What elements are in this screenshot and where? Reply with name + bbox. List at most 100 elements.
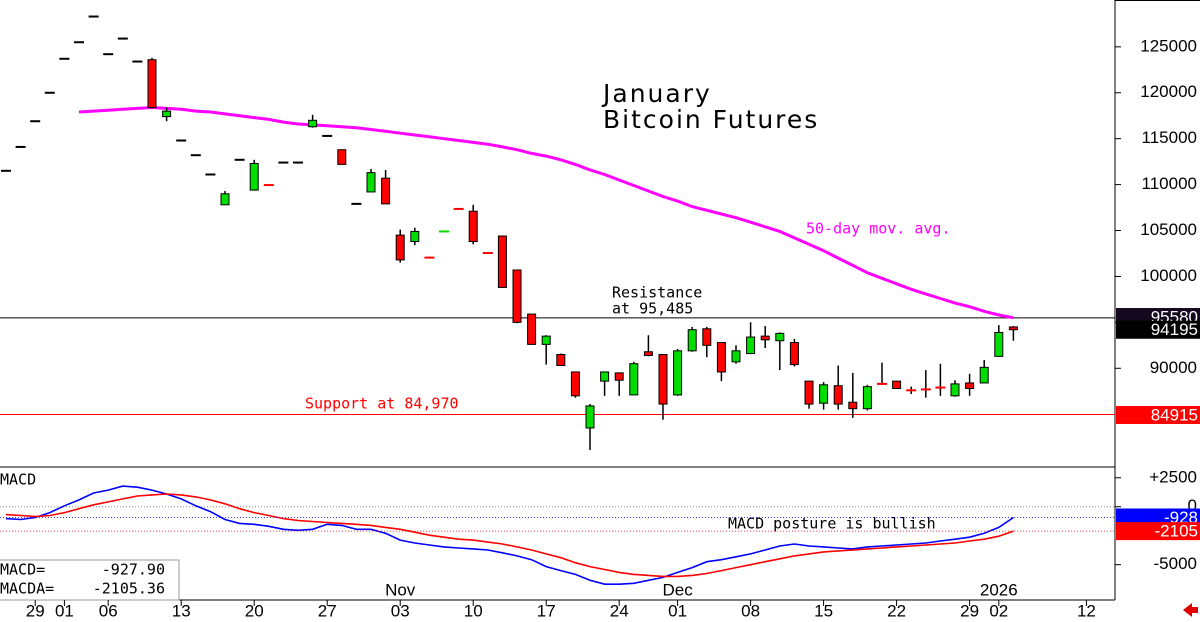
candle-body [760, 335, 770, 341]
readout-label: MACDA= [0, 580, 54, 598]
candle-body [789, 342, 799, 366]
candle-body [702, 328, 712, 346]
x-tick-label: 20 [245, 601, 264, 620]
price-tag-label: 84915 [1151, 405, 1198, 424]
y2-tick-label: 0 [1188, 496, 1197, 515]
candle-body [263, 184, 274, 187]
candle-body [278, 161, 289, 164]
y-tick-label: 115000 [1142, 128, 1197, 147]
candle-body [687, 329, 697, 352]
macd-line [5, 485, 1014, 585]
chart-title: Bitcoin Futures [603, 105, 819, 134]
candle-body [965, 382, 975, 389]
y-tick-label: 120000 [1140, 82, 1197, 101]
candle-body [176, 139, 187, 142]
x-tick-label: 15 [814, 601, 833, 620]
x-tick-label: 27 [318, 601, 337, 620]
candle-body [1008, 326, 1018, 331]
candle-body [556, 353, 566, 367]
x-tick-label: 24 [610, 601, 629, 620]
candle-body [190, 154, 201, 157]
x-tick-label: 03 [391, 601, 410, 620]
candle-body [673, 350, 683, 396]
readout-value: -2105.36 [93, 580, 165, 598]
candle-body [862, 386, 872, 410]
candle-body [614, 372, 624, 381]
candle-body [775, 332, 785, 342]
price-tag [1116, 405, 1200, 424]
candle-body [482, 252, 493, 255]
candle-body [468, 210, 478, 243]
candle-body [439, 230, 449, 233]
candle-body [497, 235, 507, 288]
y-tick-label: 90000 [1150, 358, 1197, 377]
candle-body [74, 41, 84, 44]
candle-body [59, 57, 70, 60]
x-tick-label: 10 [464, 601, 483, 620]
candle-body [205, 173, 216, 176]
candle-body [979, 366, 989, 384]
candle-body [162, 110, 172, 118]
candle-body [643, 351, 653, 356]
x-tick-label: 01 [55, 601, 74, 620]
price-tag [1116, 320, 1200, 339]
candle-body [117, 37, 128, 40]
annotation: Resistance [612, 284, 702, 302]
candle-body [234, 158, 245, 161]
candle-body [658, 353, 668, 405]
candle-body [351, 202, 362, 205]
macd-line [5, 493, 1014, 578]
candle-body [30, 120, 41, 123]
macd-tag [1116, 508, 1200, 527]
candle-body [44, 91, 55, 94]
candle-body [249, 162, 259, 191]
y2-tick-label: -5000 [1154, 554, 1197, 573]
x-tick-label: 02 [989, 601, 1008, 620]
month-label: Nov [385, 580, 416, 599]
annotation: Support at 84,970 [305, 395, 459, 413]
readout-box [0, 559, 180, 601]
candle-body [804, 380, 814, 405]
candle-body [629, 363, 639, 396]
y2-tick-label: +2500 [1149, 467, 1197, 486]
x-tick-label: 29 [960, 601, 979, 620]
chart-title: January [601, 79, 712, 108]
y-tick-label: 125000 [1140, 36, 1197, 55]
macd-tag [1116, 522, 1200, 541]
candle-body [453, 207, 464, 210]
moving-average [78, 105, 1014, 320]
readout-label: MACD= [0, 561, 45, 579]
month-label: 2026 [980, 580, 1018, 599]
candle-body [585, 405, 595, 429]
candle-body [308, 119, 318, 128]
candle-body [410, 230, 420, 243]
candle-body [833, 385, 843, 405]
candle-body [994, 331, 1004, 357]
annotation: MACD posture is bullish [728, 515, 936, 533]
candle-body [877, 382, 887, 385]
month-label: Dec [662, 580, 693, 599]
candle-body [322, 134, 333, 137]
candle-body [424, 256, 435, 259]
candle-body [337, 149, 347, 165]
candle-body [906, 389, 917, 392]
panel-title: MACD [0, 471, 36, 489]
scroll-arrow[interactable] [1183, 603, 1198, 617]
candle-body [541, 335, 551, 345]
x-tick-label: 22 [887, 601, 906, 620]
x-tick-label: 08 [741, 601, 760, 620]
annotation: at 95,485 [612, 300, 693, 318]
candle-body [395, 234, 405, 261]
candle-body [848, 401, 858, 410]
x-tick-label: 17 [537, 601, 556, 620]
candle-body [15, 145, 26, 148]
x-tick-label: 01 [668, 601, 687, 620]
price-tag-label: 94195 [1151, 320, 1198, 339]
candle-body [731, 350, 741, 363]
candle-body [950, 383, 960, 397]
candle-body [1, 169, 11, 172]
candle-body [132, 60, 143, 63]
macd-tag-label: -2105 [1155, 522, 1198, 541]
